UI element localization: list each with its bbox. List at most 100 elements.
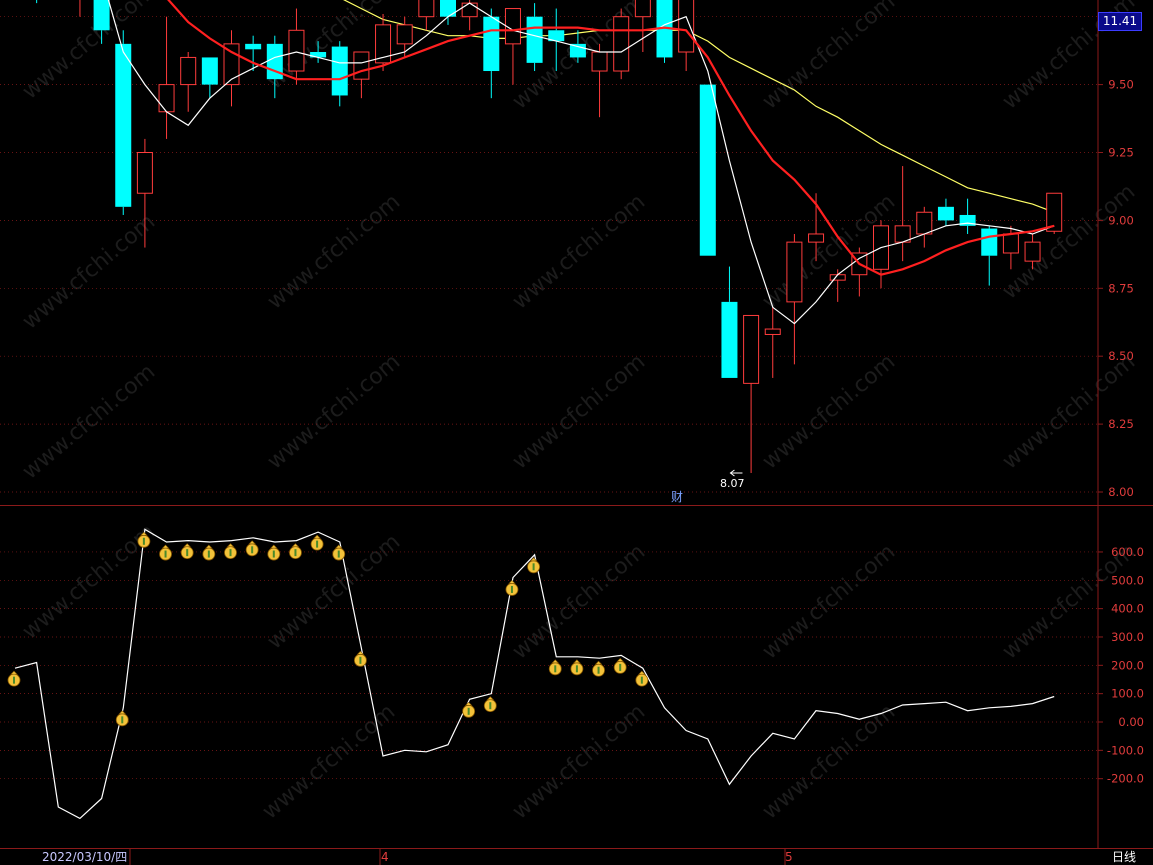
indicator-polyline <box>14 528 1055 820</box>
candle-body <box>93 0 110 31</box>
candle-body <box>916 211 933 235</box>
candle <box>115 30 132 215</box>
candle-body <box>310 52 327 58</box>
candle <box>894 166 911 262</box>
candle <box>375 13 392 72</box>
watermark-text: www.cfchi.com <box>263 529 405 654</box>
candle-body <box>721 301 738 378</box>
candle <box>959 198 976 234</box>
candle <box>851 247 868 297</box>
watermark-text: www.cfchi.com <box>758 349 900 474</box>
money-bag-sign <box>359 656 362 664</box>
money-bag-icon <box>224 543 237 560</box>
money-bag-neck <box>226 543 235 547</box>
candle <box>136 138 153 248</box>
candle <box>937 198 954 226</box>
candle-body <box>786 241 803 303</box>
candle-body <box>115 43 132 207</box>
indicator-series <box>7 528 1055 820</box>
money-bag-sign <box>229 549 232 557</box>
money-bag-sign <box>13 676 15 684</box>
price-tick-label: 8.00 <box>1108 485 1134 499</box>
money-bag-icon <box>483 696 497 713</box>
ma5-line <box>107 0 1055 325</box>
financial-report-marker[interactable]: 财 <box>671 490 683 504</box>
watermark-text: www.cfchi.com <box>508 539 650 664</box>
candle-body <box>743 314 760 384</box>
money-bag-icon <box>505 580 519 596</box>
money-bag-neck <box>616 657 624 662</box>
watermark-text: www.cfchi.com <box>758 0 900 115</box>
money-bag-icon <box>202 544 216 561</box>
money-bag-icon <box>613 657 627 674</box>
grid-lines <box>0 16 1098 780</box>
money-bag-icon <box>570 659 584 676</box>
money-bag-icon <box>332 544 346 561</box>
money-bag-neck <box>291 543 300 547</box>
period-label[interactable]: 日线 <box>1112 850 1136 864</box>
candle <box>591 43 608 118</box>
candle <box>808 193 825 262</box>
money-bag-sign <box>251 546 254 554</box>
indicator-tick-label: -100.0 <box>1107 743 1144 757</box>
candle <box>396 16 413 58</box>
watermark-text: www.cfchi.com <box>508 349 650 474</box>
candle-body <box>526 16 543 63</box>
candle <box>678 0 695 72</box>
indicator-tick-label: 500.0 <box>1111 573 1144 587</box>
money-bag-neck <box>573 659 581 664</box>
money-bag-sign <box>142 537 145 545</box>
price-tick-label: 8.25 <box>1108 417 1134 431</box>
money-bag-neck <box>551 659 559 664</box>
money-bag-neck <box>140 531 148 536</box>
money-bag-sign <box>489 702 492 710</box>
price-tick-label: 9.00 <box>1108 213 1134 227</box>
candle <box>440 0 456 25</box>
candle <box>418 0 435 31</box>
watermark-text: www.cfchi.com <box>263 349 405 474</box>
candle-body <box>288 29 305 72</box>
money-bag-icon <box>548 659 562 676</box>
month-label-april: 4 <box>381 850 389 864</box>
money-bag-neck <box>529 557 538 562</box>
indicator-tick-label: 200.0 <box>1111 658 1144 672</box>
candle-body <box>548 30 565 42</box>
money-bag-sign <box>272 550 275 558</box>
money-bag-icon <box>180 543 194 560</box>
candle <box>79 0 81 17</box>
price-tick-label: 8.50 <box>1108 349 1134 363</box>
price-tick-label: 9.50 <box>1108 78 1134 92</box>
candle <box>634 0 651 53</box>
money-bag-neck <box>118 710 126 715</box>
candle-body <box>201 57 218 85</box>
money-bag-icon <box>159 544 172 561</box>
money-bag-icon <box>7 670 21 687</box>
candle <box>1046 192 1063 234</box>
candle <box>36 0 38 4</box>
candle <box>916 206 933 248</box>
candle-body <box>591 51 608 72</box>
date-label: 2022/03/10/四 <box>42 850 127 864</box>
indicator-tick-label: 100.0 <box>1111 687 1144 701</box>
ma10-polyline <box>167 0 1055 276</box>
candle-body <box>569 43 586 58</box>
money-bag-icon <box>267 544 281 561</box>
low-price-annotation: 8.07 <box>720 477 745 490</box>
candle-body <box>461 2 478 18</box>
ma5-polyline <box>107 0 1055 325</box>
candle-body <box>1002 233 1019 254</box>
money-bag-icon <box>310 534 324 551</box>
candle <box>461 0 478 31</box>
candle-body <box>678 0 695 53</box>
money-bag-neck <box>248 540 256 545</box>
money-bag-neck <box>508 580 516 584</box>
money-bag-icon <box>137 531 151 548</box>
money-bag-neck <box>161 544 170 549</box>
money-bag-sign <box>640 676 643 684</box>
candle <box>721 266 738 378</box>
candle <box>1024 233 1041 270</box>
candle-body <box>981 228 998 256</box>
money-bag-neck <box>10 670 18 675</box>
